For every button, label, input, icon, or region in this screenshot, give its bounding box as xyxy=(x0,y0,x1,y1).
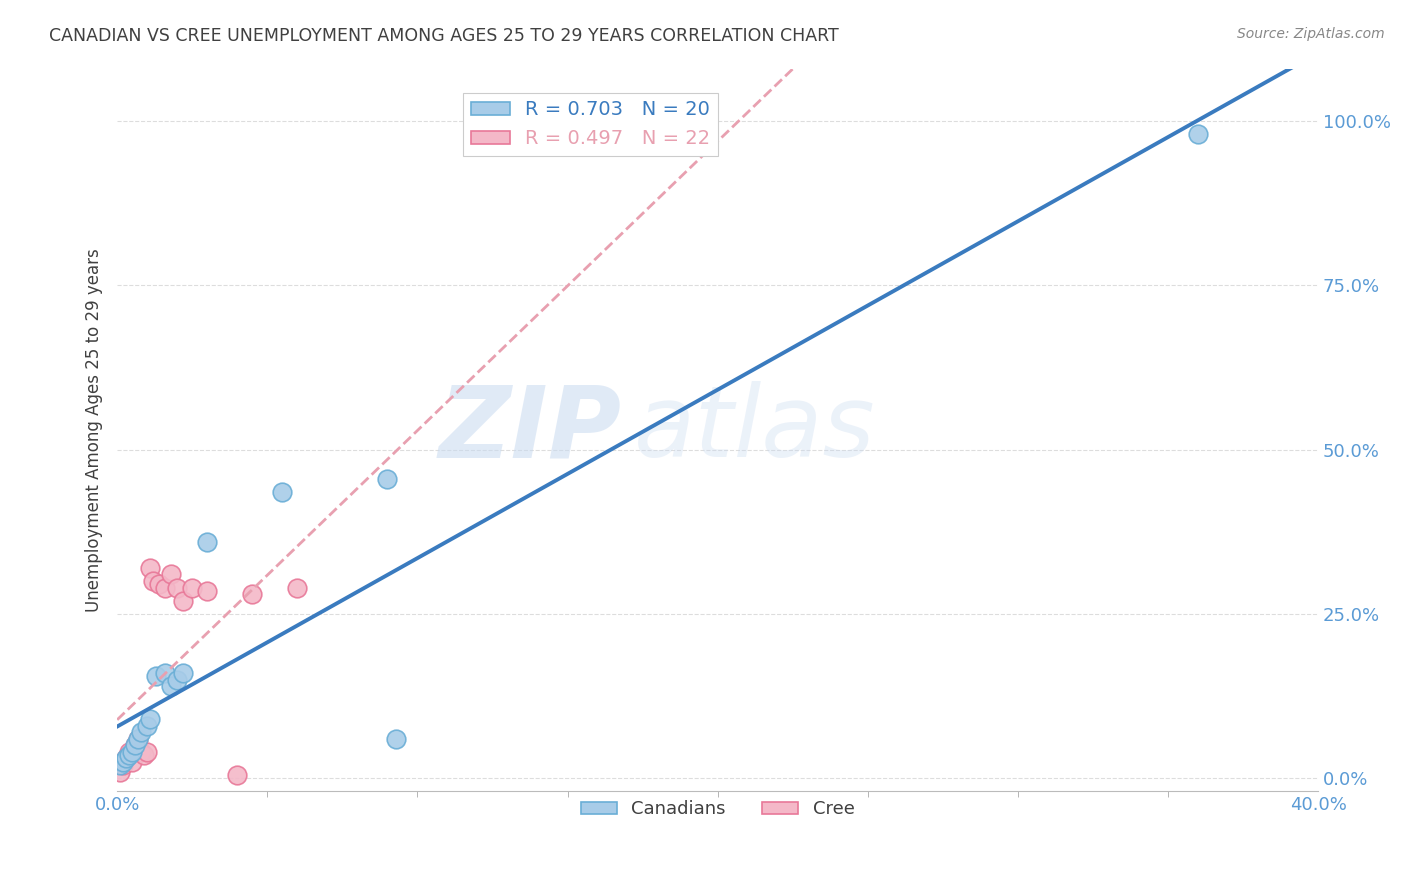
Text: atlas: atlas xyxy=(634,382,875,478)
Point xyxy=(112,755,135,769)
Point xyxy=(124,739,146,753)
Point xyxy=(121,755,143,769)
Point xyxy=(226,768,249,782)
Point xyxy=(155,581,177,595)
Point xyxy=(134,748,156,763)
Point xyxy=(112,758,135,772)
Point xyxy=(127,731,149,746)
Point xyxy=(195,583,218,598)
Text: CANADIAN VS CREE UNEMPLOYMENT AMONG AGES 25 TO 29 YEARS CORRELATION CHART: CANADIAN VS CREE UNEMPLOYMENT AMONG AGES… xyxy=(49,27,839,45)
Point xyxy=(118,748,141,763)
Point xyxy=(108,764,131,779)
Point xyxy=(127,731,149,746)
Point xyxy=(155,666,177,681)
Y-axis label: Unemployment Among Ages 25 to 29 years: Unemployment Among Ages 25 to 29 years xyxy=(86,248,103,612)
Point xyxy=(1187,127,1209,141)
Point xyxy=(115,751,138,765)
Point xyxy=(271,485,294,500)
Point xyxy=(118,745,141,759)
Point xyxy=(136,718,159,732)
Point xyxy=(148,577,170,591)
Point xyxy=(285,581,308,595)
Point xyxy=(181,581,204,595)
Point xyxy=(145,669,167,683)
Point xyxy=(385,731,408,746)
Point xyxy=(166,673,188,687)
Point xyxy=(240,587,263,601)
Point xyxy=(124,739,146,753)
Point xyxy=(195,534,218,549)
Point xyxy=(139,561,162,575)
Point xyxy=(377,472,399,486)
Point xyxy=(172,666,194,681)
Point xyxy=(129,725,152,739)
Point xyxy=(142,574,165,588)
Legend: Canadians, Cree: Canadians, Cree xyxy=(574,793,862,826)
Point xyxy=(160,679,183,693)
Text: ZIP: ZIP xyxy=(439,382,621,478)
Point xyxy=(160,567,183,582)
Point xyxy=(136,745,159,759)
Point xyxy=(129,745,152,759)
Point xyxy=(139,712,162,726)
Point xyxy=(172,593,194,607)
Text: Source: ZipAtlas.com: Source: ZipAtlas.com xyxy=(1237,27,1385,41)
Point xyxy=(166,581,188,595)
Point xyxy=(115,751,138,765)
Point xyxy=(108,758,131,772)
Point xyxy=(121,745,143,759)
